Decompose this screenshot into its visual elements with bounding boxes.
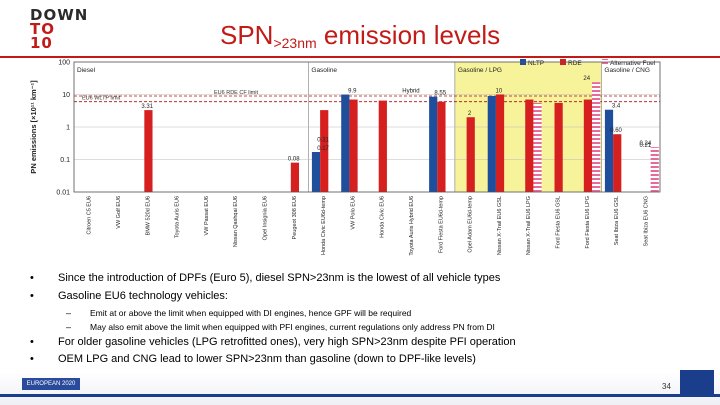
bullet-3-text: For older gasoline vehicles (LPG retrofi… [58, 336, 516, 348]
logo-line1: DOWN [30, 6, 89, 24]
title-main: SPN [220, 20, 274, 50]
limit-label: EU6 WLTP limit [82, 96, 121, 102]
y-tick-label: 0.1 [60, 157, 70, 164]
legend-entry: Alternative Fuel [610, 60, 656, 67]
category-label: Nissan X-Trail EU6 LPG [526, 196, 532, 255]
category-label: Toyota Auris Hybrid EU6 [409, 196, 415, 256]
title-divider [0, 56, 720, 58]
data-label: 0.17 [317, 146, 329, 152]
category-label: Toyota Auris EU6 [175, 196, 181, 238]
category-label: Opel Adam EU6d-temp [468, 196, 474, 253]
y-tick-label: 0.01 [56, 190, 70, 197]
bar-rde [583, 99, 593, 192]
data-label: 0.31 [317, 138, 329, 144]
down-to-10-logo: DOWN TO 10 [30, 6, 90, 52]
category-label: Ford Fiesta EU6d-temp [438, 196, 444, 253]
logo-line3: 10 [30, 34, 53, 52]
category-label: Seat Ibiza EU6 CNG [643, 196, 649, 246]
y-tick-label: 100 [58, 60, 70, 67]
bullet-1-text: Since the introduction of DPFs (Euro 5),… [58, 272, 501, 284]
category-label: Opel Insignia EU6 [262, 196, 268, 240]
bar-rde [437, 101, 446, 192]
bar-rde [495, 94, 505, 192]
data-label: 0.24 [640, 141, 652, 147]
section-label: Gasoline [311, 67, 337, 74]
bar-rde [613, 134, 622, 192]
legend-entry: NLTP [528, 60, 544, 67]
data-label: 0.21 [640, 143, 652, 149]
category-label: Ford Fiesta EU6 GSL [555, 196, 561, 249]
bar-rde [525, 99, 534, 192]
sub-bullet-2-text: May also emit above the limit when equip… [90, 322, 495, 332]
bullet-2-text: Gasoline EU6 technology vehicles: [58, 290, 228, 302]
section-label: Gasoline / CNG [604, 67, 650, 74]
section-label: Diesel [77, 67, 96, 74]
y-axis-label: PN emissions [×10¹¹ km⁻¹] [29, 80, 38, 174]
category-label: Honda Civic EU6 [380, 196, 386, 238]
limit-label: EU6 RDE CF limit [214, 90, 258, 96]
data-label: 3.31 [141, 104, 153, 110]
data-label: Hybrid [402, 89, 419, 95]
bar-alternative-fuel [592, 82, 601, 192]
data-label: 3.4 [612, 104, 621, 110]
data-label: 0.60 [610, 128, 622, 134]
data-label: 10 [496, 89, 503, 95]
category-label: Citroen C5 EU6 [87, 196, 93, 235]
bar-rde [554, 102, 563, 192]
bar-rde [144, 110, 153, 192]
bar-rde [290, 162, 300, 192]
bar-rde [320, 110, 329, 192]
title-rest: emission levels [316, 20, 501, 50]
category-label: VW Polo EU6 [350, 196, 356, 230]
category-label: Honda Civic EU6d-temp [321, 196, 327, 255]
legend-entry: RDE [568, 60, 582, 67]
plot-frame [73, 61, 661, 193]
data-label: 2 [468, 111, 472, 117]
logo-line2: TO [30, 20, 55, 38]
category-label: Seat Ibiza EU6 GSL [614, 196, 620, 245]
bar-rde [378, 100, 387, 192]
bar-alternative-fuel [533, 102, 542, 192]
footer-line [0, 394, 720, 397]
sub-bullet-1-text: Emit at or above the limit when equipped… [90, 308, 412, 318]
category-label: VW Golf EU6 [116, 196, 122, 229]
category-label: Ford Fiesta EU6 LPG [585, 196, 591, 249]
data-label: 9.9 [348, 89, 357, 95]
bullet-2-marker: • [30, 290, 34, 302]
bar-nltp [341, 94, 350, 192]
category-label: BMW 520d EU6 [145, 196, 151, 235]
bar-nltp [604, 109, 614, 192]
sub-bullet-2-marker: – [66, 322, 72, 332]
page-number: 34 [662, 382, 671, 391]
bullet-4-text: OEM LPG and CNG lead to lower SPN>23nm t… [58, 353, 476, 365]
eu-flag-icon [680, 370, 714, 394]
category-label: Peugeot 308 EU6 [292, 196, 298, 239]
conference-logo: EUROPEAN 2020 [22, 378, 80, 390]
bar-nltp [429, 96, 438, 192]
bullet-3-marker: • [30, 336, 34, 348]
data-label: 0.08 [288, 157, 300, 163]
page-title: SPN>23nm emission levels [220, 20, 500, 51]
sub-bullet-1-marker: – [66, 308, 72, 318]
category-label: Nissan X-Trail EU6 GSL [497, 196, 503, 255]
bar-nltp [311, 152, 321, 192]
category-label: Nissan Qashqai EU6 [233, 196, 239, 247]
bullet-4-marker: • [30, 353, 34, 365]
data-label: 24 [583, 76, 590, 82]
bar-alternative-fuel [650, 147, 659, 192]
footer-bar [0, 372, 720, 405]
y-tick-label: 10 [62, 92, 70, 99]
y-tick-label: 1 [66, 125, 70, 132]
section-label: Gasoline / LPG [458, 67, 502, 74]
bar-rde [466, 117, 475, 192]
data-label: 8.55 [434, 91, 446, 97]
bar-nltp [487, 95, 496, 192]
bar-rde [349, 99, 358, 192]
category-label: VW Passat EU6 [204, 196, 210, 235]
bullet-1-marker: • [30, 272, 34, 284]
title-sub: >23nm [273, 35, 317, 51]
spn-emissions-chart: Diesel Gasoline Gasoline / LPG Gasoline / C… [29, 59, 661, 256]
